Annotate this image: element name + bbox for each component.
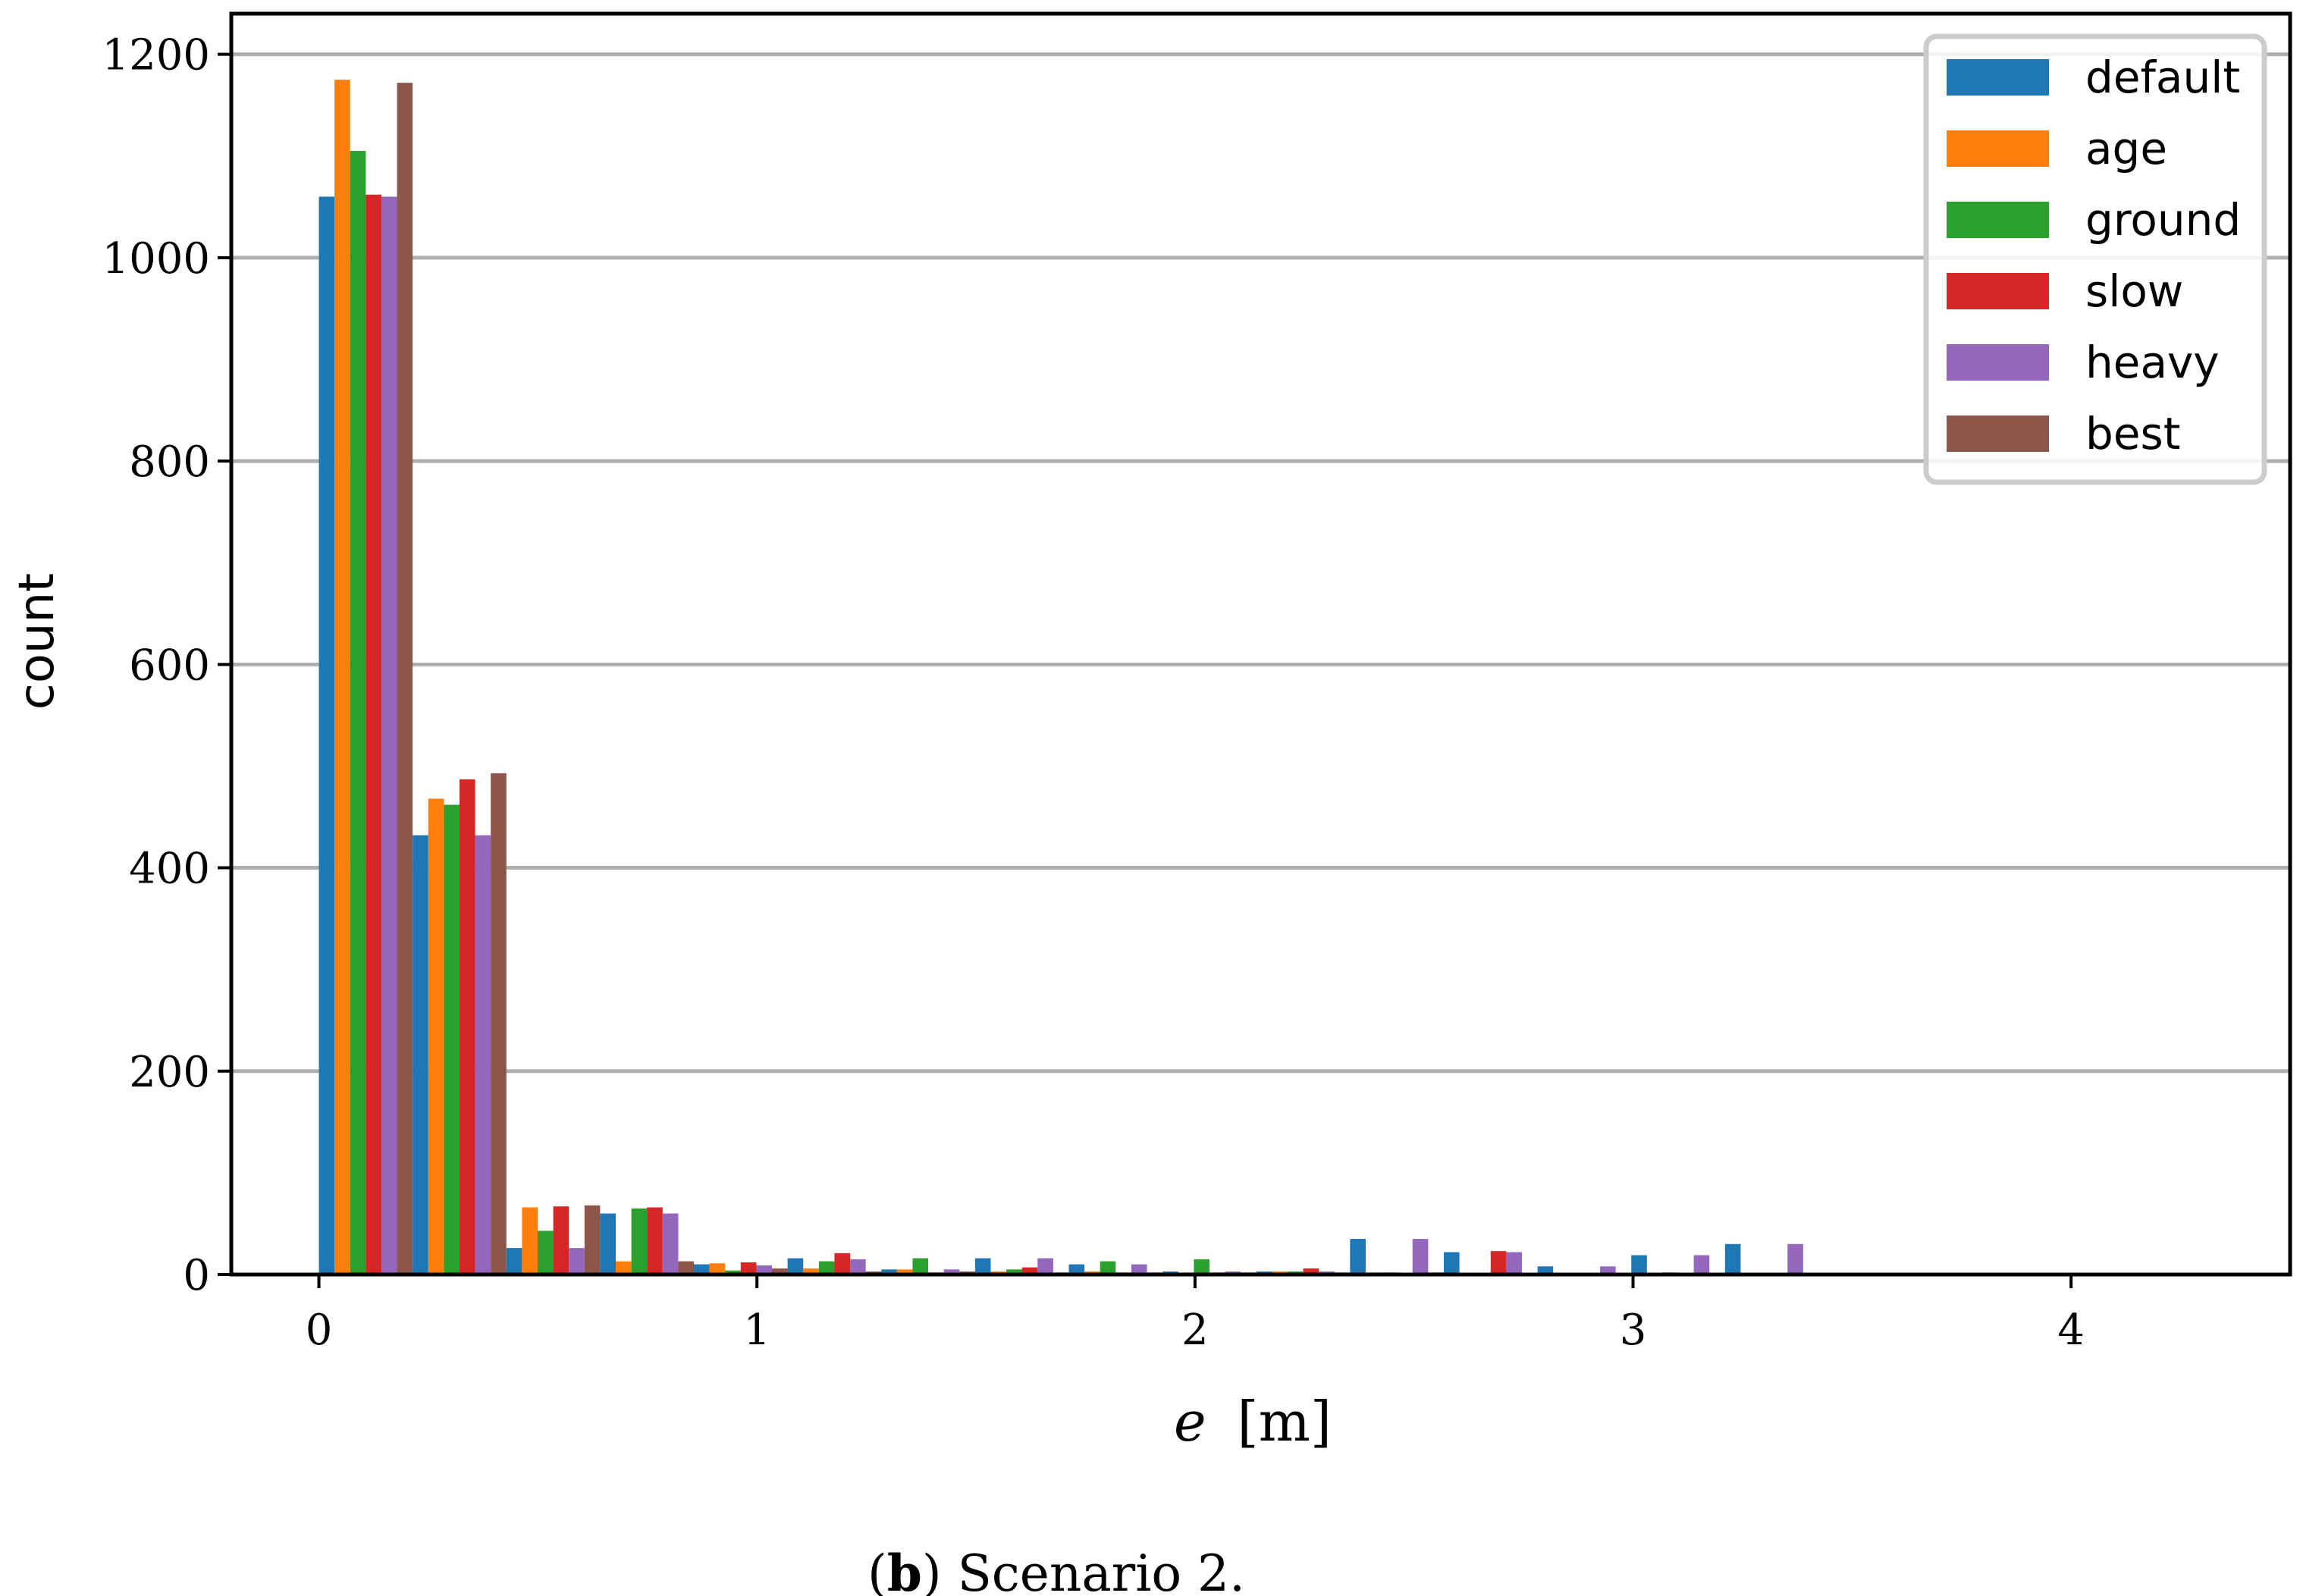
- legend-items: default age ground slow heavy best: [1947, 52, 2241, 459]
- legend-swatch: [1947, 415, 2049, 452]
- bar-default: [1537, 1266, 1554, 1275]
- bar-ground: [1194, 1259, 1210, 1275]
- bar-best: [397, 83, 413, 1275]
- bar-default: [881, 1269, 897, 1275]
- figure-caption: (b) Scenario 2.: [868, 1544, 1245, 1596]
- bar-default: [1631, 1255, 1647, 1275]
- legend: default age ground slow heavy best: [1923, 33, 2267, 485]
- y-tick-label: 1200: [102, 31, 210, 80]
- bar-ground: [444, 804, 460, 1275]
- bar-best: [491, 773, 507, 1275]
- y-tick-label: 800: [129, 437, 210, 487]
- axis-ticks: 0 200 400 600 800 1000 1200 0 1 2 3 4: [102, 31, 2085, 1355]
- bar-ground: [1006, 1269, 1022, 1275]
- bar-heavy: [1131, 1264, 1147, 1275]
- bar-slow: [1303, 1268, 1319, 1275]
- x-axis-variable: e: [1174, 1390, 1206, 1453]
- bar-default: [1068, 1264, 1085, 1275]
- x-tick-label: 0: [306, 1306, 333, 1355]
- legend-swatch: [1947, 59, 2049, 96]
- bar-default: [694, 1264, 710, 1275]
- bar-age: [896, 1269, 913, 1275]
- y-tick-label: 1000: [102, 234, 210, 284]
- bar-slow: [647, 1207, 663, 1275]
- bar-heavy: [850, 1259, 866, 1275]
- legend-label: default: [2085, 52, 2240, 103]
- bar-heavy: [475, 835, 491, 1275]
- bar-best: [678, 1261, 695, 1275]
- bar-age: [522, 1207, 538, 1275]
- legend-label: ground: [2085, 194, 2241, 246]
- bar-age: [334, 80, 350, 1275]
- bar-heavy: [1693, 1255, 1710, 1275]
- bar-slow: [834, 1253, 851, 1275]
- bar-ground: [725, 1270, 741, 1275]
- bar-default: [1724, 1243, 1741, 1275]
- bar-slow: [1490, 1251, 1507, 1275]
- legend-swatch: [1947, 344, 2049, 381]
- caption-open: (: [868, 1544, 887, 1596]
- bar-default: [1350, 1239, 1366, 1275]
- legend-swatch: [1947, 273, 2049, 309]
- y-axis-label: count: [9, 573, 65, 710]
- bar-default: [506, 1248, 522, 1275]
- bar-heavy: [1599, 1266, 1616, 1275]
- y-tick-label: 400: [129, 845, 210, 894]
- bar-age: [428, 798, 444, 1275]
- bars: [318, 80, 1803, 1275]
- bar-ground: [631, 1208, 648, 1275]
- bar-heavy: [756, 1265, 773, 1275]
- bar-ground: [912, 1258, 929, 1275]
- bar-heavy: [1412, 1239, 1429, 1275]
- bar-ground: [818, 1261, 835, 1275]
- bar-heavy: [943, 1269, 960, 1275]
- y-tick-label: 0: [183, 1251, 210, 1300]
- legend-label: age: [2085, 123, 2167, 174]
- bar-heavy: [1037, 1258, 1053, 1275]
- bar-heavy: [662, 1213, 679, 1275]
- x-tick-label: 4: [2057, 1306, 2085, 1355]
- caption-letter: b: [887, 1544, 922, 1596]
- legend-label: heavy: [2085, 337, 2220, 388]
- bar-age: [709, 1263, 726, 1275]
- x-axis-unit: [m]: [1238, 1390, 1332, 1453]
- legend-label: slow: [2085, 265, 2183, 317]
- bar-slow: [740, 1262, 757, 1275]
- y-tick-label: 600: [129, 641, 210, 690]
- y-tick-label: 200: [129, 1048, 210, 1097]
- bar-default: [318, 196, 335, 1275]
- legend-swatch: [1947, 202, 2049, 238]
- bar-slow: [553, 1206, 569, 1275]
- legend-label: best: [2085, 408, 2180, 459]
- bar-default: [1443, 1252, 1460, 1275]
- bar-slow: [366, 194, 381, 1275]
- bar-heavy: [381, 196, 397, 1275]
- bar-best: [772, 1268, 788, 1275]
- bar-best: [584, 1205, 601, 1275]
- bar-heavy: [1787, 1243, 1803, 1275]
- legend-swatch: [1947, 130, 2049, 167]
- bar-default: [413, 835, 428, 1275]
- bar-age: [615, 1261, 632, 1275]
- bar-heavy: [1506, 1252, 1522, 1275]
- caption-text: ) Scenario 2.: [922, 1544, 1245, 1596]
- x-tick-label: 3: [1620, 1306, 1647, 1355]
- bar-slow: [1021, 1267, 1038, 1275]
- plot-frame: [229, 11, 2292, 1277]
- bar-age: [803, 1268, 819, 1275]
- bar-ground: [1100, 1261, 1116, 1275]
- x-tick-label: 2: [1181, 1306, 1209, 1355]
- bar-slow: [459, 779, 475, 1275]
- bar-ground: [350, 151, 366, 1275]
- bar-heavy: [569, 1248, 585, 1275]
- gridlines: [231, 52, 2290, 1074]
- bar-default: [787, 1258, 804, 1275]
- bar-default: [600, 1213, 616, 1275]
- bar-default: [974, 1258, 991, 1275]
- bar-ground: [537, 1231, 554, 1275]
- x-tick-label: 1: [743, 1306, 770, 1355]
- x-axis-label: e [m]: [1174, 1390, 1332, 1453]
